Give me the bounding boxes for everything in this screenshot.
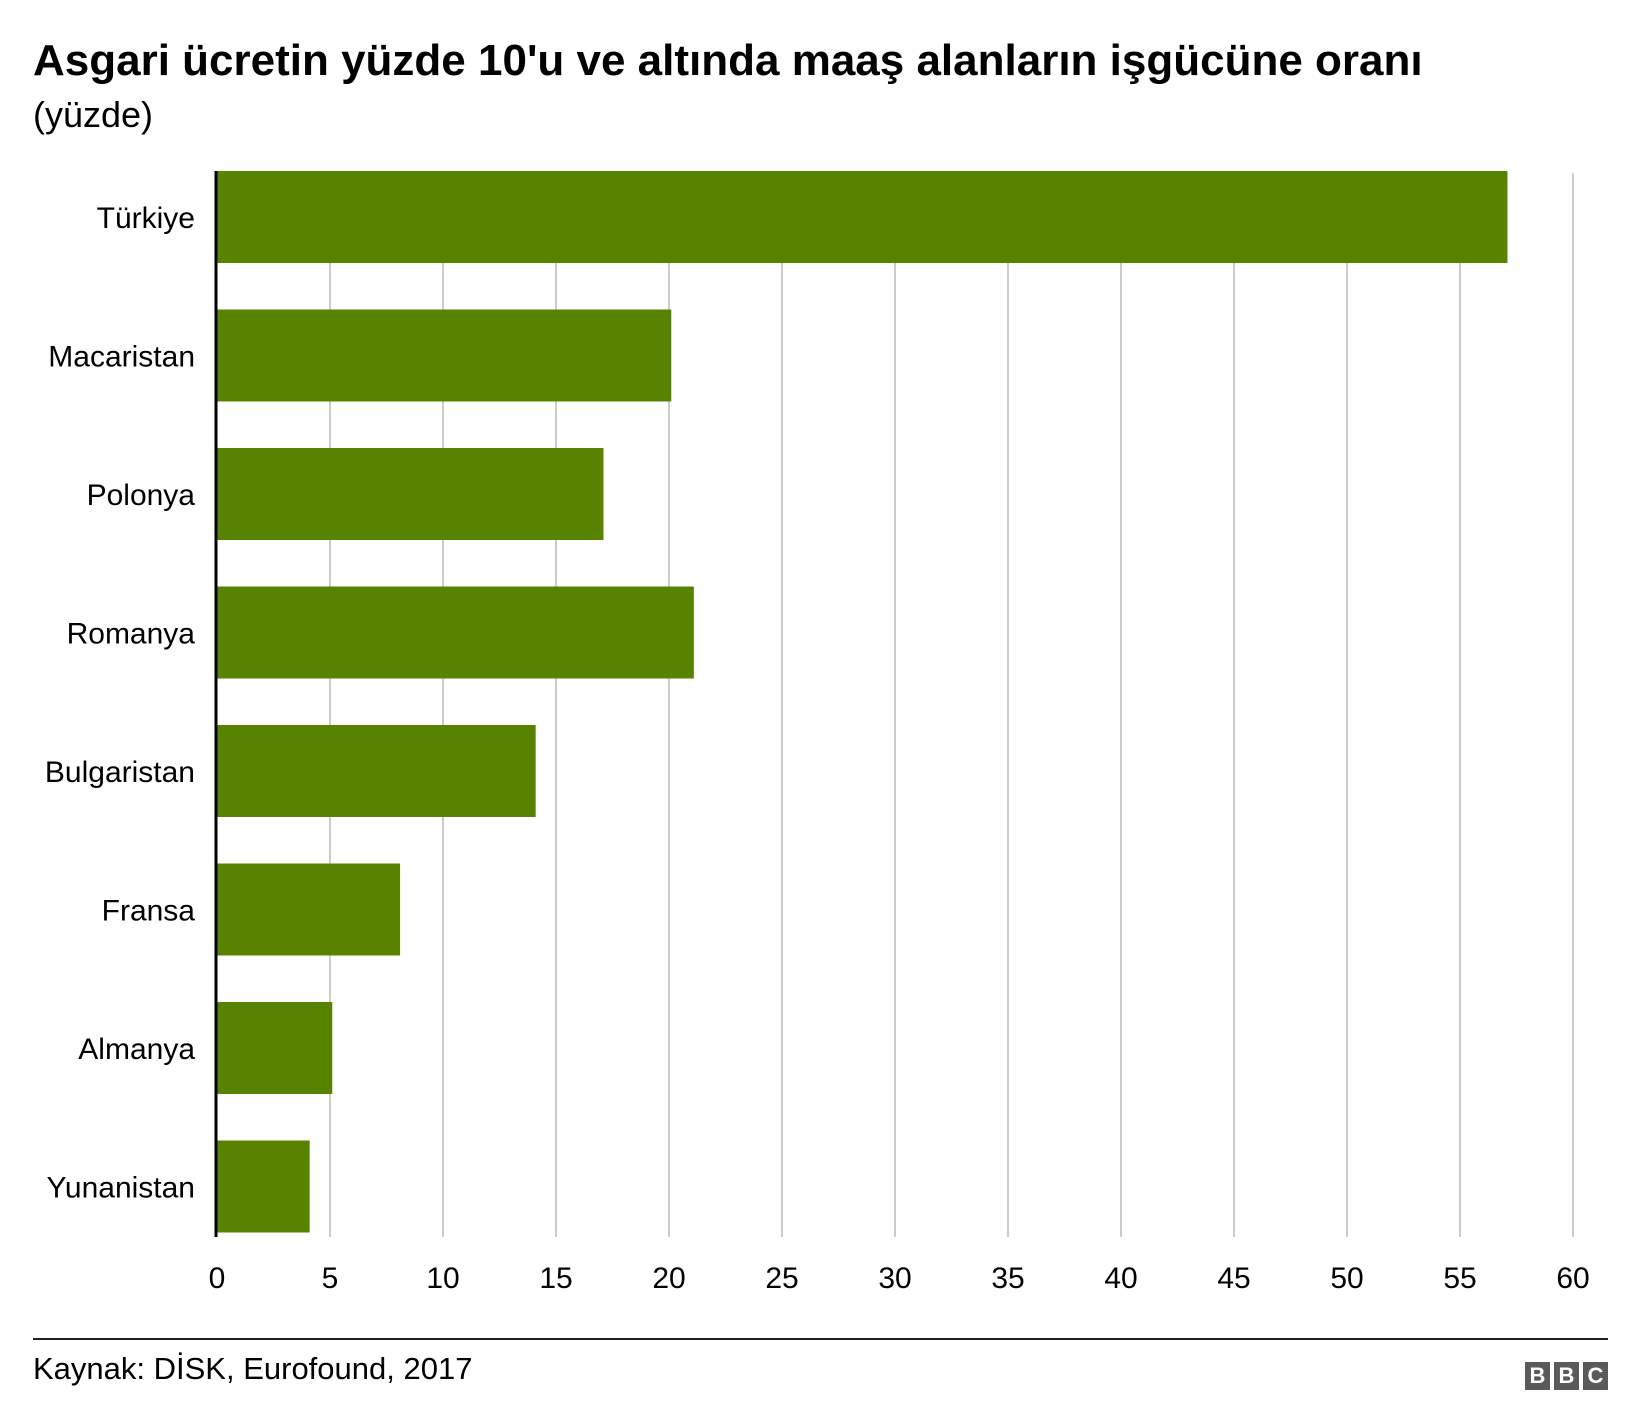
- x-tick-label: 60: [1556, 1262, 1589, 1295]
- chart-title: Asgari ücretin yüzde 10'u ve altında maa…: [33, 36, 1423, 85]
- bar: [217, 448, 604, 540]
- labels: 0 5 10 15 20 25 30 35 40 45 50 55 60 Türkiye Macarista…: [45, 202, 1590, 1295]
- x-tick-label: 50: [1330, 1262, 1363, 1295]
- logo-letter: B: [1525, 1362, 1550, 1390]
- x-tick-label: 55: [1443, 1262, 1476, 1295]
- bar: [217, 1002, 333, 1094]
- x-tick-label: 35: [991, 1262, 1024, 1295]
- bars: [217, 171, 1508, 1233]
- x-tick-label: 15: [539, 1262, 572, 1295]
- grid-lines: [329, 173, 1574, 1237]
- x-tick-label: 5: [322, 1262, 339, 1295]
- y-category-label: Yunanistan: [47, 1172, 195, 1205]
- bar: [217, 309, 672, 402]
- y-category-label: Fransa: [102, 895, 196, 928]
- source-note: Kaynak: DİSK, Eurofound, 2017: [33, 1351, 473, 1386]
- y-category-label: Bulgaristan: [45, 756, 195, 789]
- bbc-logo: B B C: [1525, 1362, 1608, 1390]
- footer-divider: [33, 1338, 1608, 1340]
- x-tick-label: 20: [652, 1262, 685, 1295]
- bar: [217, 586, 694, 679]
- logo-letter: B: [1554, 1362, 1579, 1390]
- bar: [217, 863, 401, 956]
- bar: [217, 171, 1508, 263]
- y-category-label: Almanya: [78, 1033, 195, 1066]
- x-tick-label: 40: [1104, 1262, 1137, 1295]
- chart-subtitle: (yüzde): [33, 94, 154, 135]
- bar: [217, 725, 536, 817]
- x-tick-label: 45: [1217, 1262, 1250, 1295]
- y-category-label: Türkiye: [97, 202, 195, 235]
- y-category-label: Macaristan: [48, 341, 195, 374]
- x-tick-label: 0: [209, 1262, 226, 1295]
- y-category-label: Polonya: [87, 479, 196, 512]
- x-tick-label: 25: [765, 1262, 798, 1295]
- y-category-label: Romanya: [67, 618, 196, 651]
- x-tick-label: 10: [426, 1262, 459, 1295]
- logo-letter: C: [1583, 1362, 1608, 1390]
- bar: [217, 1140, 310, 1233]
- x-tick-label: 30: [878, 1262, 911, 1295]
